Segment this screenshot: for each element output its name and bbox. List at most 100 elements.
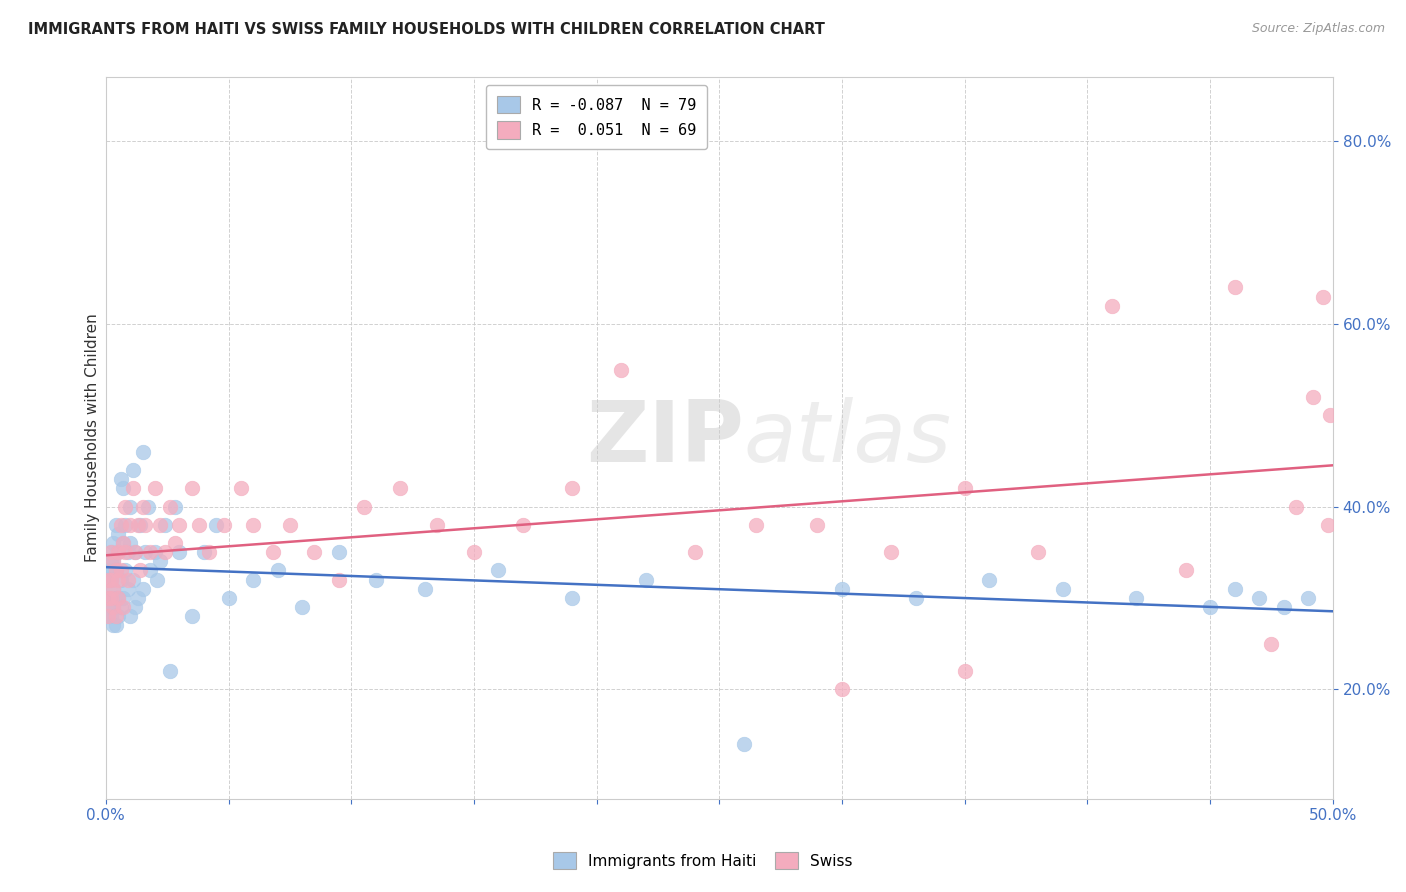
Point [136, 500, 159, 514]
Point [134, 517, 156, 532]
Point [353, 500, 375, 514]
Text: IMMIGRANTS FROM HAITI VS SWISS FAMILY HOUSEHOLDS WITH CHILDREN CORRELATION CHART: IMMIGRANTS FROM HAITI VS SWISS FAMILY HO… [28, 22, 825, 37]
Point [117, 582, 139, 596]
Legend: R = -0.087  N = 79, R =  0.051  N = 69: R = -0.087 N = 79, R = 0.051 N = 69 [486, 85, 707, 149]
Point [561, 481, 583, 495]
Point [291, 600, 314, 615]
Point [114, 564, 136, 578]
Point [121, 481, 143, 495]
Point [1223, 582, 1246, 596]
Point [1272, 600, 1295, 615]
Point [169, 517, 191, 532]
Point [1052, 582, 1074, 596]
Point [114, 500, 136, 514]
Point [139, 545, 162, 559]
Point [114, 517, 136, 532]
Point [733, 737, 755, 751]
Point [114, 545, 136, 559]
Point [107, 545, 129, 559]
Point [131, 582, 153, 596]
Point [124, 545, 146, 559]
Point [139, 564, 162, 578]
Point [127, 591, 149, 605]
Point [169, 545, 191, 559]
Point [100, 554, 122, 568]
Point [266, 564, 288, 578]
Point [103, 554, 125, 568]
Point [1302, 390, 1324, 404]
Point [188, 517, 211, 532]
Point [124, 600, 146, 615]
Point [242, 517, 264, 532]
Point [104, 618, 127, 632]
Legend: Immigrants from Haiti, Swiss: Immigrants from Haiti, Swiss [547, 846, 859, 875]
Point [120, 536, 142, 550]
Point [1174, 564, 1197, 578]
Point [103, 564, 125, 578]
Point [121, 463, 143, 477]
Point [134, 545, 156, 559]
Point [953, 481, 976, 495]
Point [112, 536, 135, 550]
Point [103, 600, 125, 615]
Point [104, 564, 127, 578]
Point [831, 582, 853, 596]
Point [149, 517, 172, 532]
Point [100, 573, 122, 587]
Point [634, 573, 657, 587]
Point [112, 481, 135, 495]
Point [262, 545, 284, 559]
Point [103, 536, 125, 550]
Point [107, 545, 129, 559]
Point [100, 591, 122, 605]
Point [110, 472, 132, 486]
Point [1026, 545, 1049, 559]
Point [1249, 591, 1271, 605]
Point [953, 664, 976, 678]
Point [180, 481, 202, 495]
Point [120, 517, 142, 532]
Point [193, 545, 215, 559]
Point [104, 517, 127, 532]
Point [745, 517, 768, 532]
Y-axis label: Family Households with Children: Family Households with Children [86, 314, 100, 563]
Point [110, 573, 132, 587]
Point [212, 517, 235, 532]
Point [1316, 517, 1339, 532]
Point [110, 517, 132, 532]
Point [97, 600, 120, 615]
Point [463, 545, 485, 559]
Point [1101, 299, 1123, 313]
Point [163, 500, 186, 514]
Point [103, 554, 125, 568]
Point [103, 582, 125, 596]
Point [120, 500, 142, 514]
Point [205, 517, 228, 532]
Point [153, 545, 176, 559]
Point [117, 545, 139, 559]
Point [107, 609, 129, 624]
Point [120, 609, 142, 624]
Point [683, 545, 706, 559]
Point [107, 527, 129, 541]
Point [112, 591, 135, 605]
Point [97, 591, 120, 605]
Point [488, 564, 510, 578]
Point [328, 573, 350, 587]
Point [97, 609, 120, 624]
Point [110, 564, 132, 578]
Point [103, 582, 125, 596]
Point [561, 591, 583, 605]
Point [100, 591, 122, 605]
Point [198, 545, 221, 559]
Point [117, 573, 139, 587]
Point [107, 591, 129, 605]
Point [904, 591, 927, 605]
Point [107, 591, 129, 605]
Point [103, 600, 125, 615]
Point [100, 573, 122, 587]
Point [146, 573, 169, 587]
Point [97, 573, 120, 587]
Point [1319, 409, 1341, 423]
Point [159, 500, 181, 514]
